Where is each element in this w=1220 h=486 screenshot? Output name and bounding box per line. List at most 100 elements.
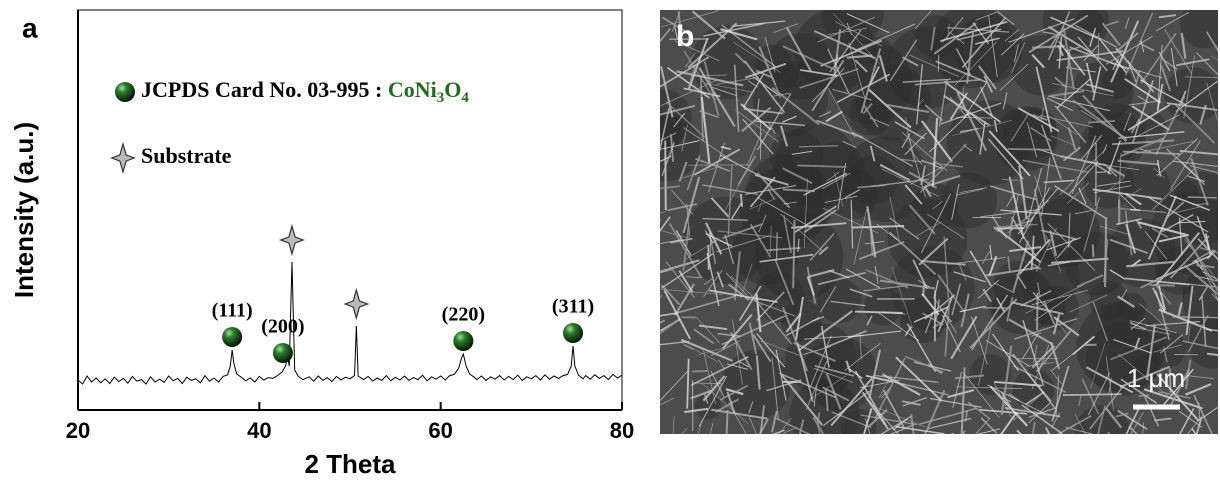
sem-fiber [1144,231,1168,260]
sem-fiber [1163,346,1168,363]
sem-fiber [1156,11,1190,32]
sem-fiber [916,64,923,125]
sem-fiber [816,119,864,139]
sem-fiber [962,430,966,434]
sem-fiber [1052,314,1061,335]
sem-fiber [954,374,985,380]
sem-fiber [1152,168,1195,210]
sem-fiber [878,375,892,399]
sem-fiber [758,418,769,434]
sem-fiber [1026,361,1055,367]
sem-fiber [703,276,715,286]
sem-fiber [779,125,789,147]
sem-fiber [1013,44,1019,63]
sem-fiber [1130,412,1144,434]
sem-fiber [660,259,700,273]
sem-shadow [772,62,799,89]
sem-fiber [854,23,916,51]
sem-fiber [1184,235,1218,292]
sem-fiber [700,96,711,164]
sem-fiber [904,355,944,373]
sem-fiber [1069,294,1108,313]
sem-fiber [989,185,1037,201]
sem-fiber [1152,344,1182,353]
sem-fiber [700,77,704,141]
sem-fiber [1154,283,1172,305]
sem-fiber [969,298,1018,349]
sem-fiber [928,112,970,153]
sem-fiber [1051,365,1070,422]
sem-fiber [1124,77,1162,104]
sem-fiber [869,404,927,428]
sem-fiber [675,229,692,256]
sem-fiber [726,391,736,414]
sem-fiber [988,130,1031,177]
sem-fiber [744,62,787,79]
sem-fiber [820,39,883,67]
sem-fiber [1187,175,1206,183]
sem-fiber [797,310,853,352]
sem-fiber [864,240,885,245]
sem-fiber [1099,225,1130,235]
sem-fiber [1169,140,1201,191]
sem-fiber [809,232,835,262]
sem-fiber [876,223,898,240]
sem-fiber [1139,42,1155,52]
sem-fiber [1191,427,1197,434]
sem-fiber [1192,249,1214,263]
legend-formula: 4 [461,90,469,106]
sem-fiber [830,300,866,307]
sem-fiber [793,341,836,363]
sem-fiber [1158,308,1213,332]
sem-fiber [1020,290,1052,307]
sem-fiber [1125,277,1190,286]
sem-fiber [1007,256,1011,272]
sem-fiber [1144,396,1160,427]
sem-fiber [803,209,837,234]
star-marker [343,287,370,321]
sem-fiber [759,405,765,434]
sem-fiber [1091,244,1095,257]
sem-fiber [969,250,992,287]
sem-fiber [799,68,859,89]
sem-fiber [766,379,802,392]
sem-fiber [884,103,930,113]
sem-fiber [1171,205,1204,214]
sem-fiber [701,383,749,424]
sem-fiber [811,67,845,103]
panel-label: a [22,12,38,43]
sem-fiber [860,48,882,114]
sem-fiber [748,322,758,355]
sem-fiber [1030,127,1052,142]
sem-fiber [993,282,1015,294]
sphere-marker [563,323,584,343]
sem-fiber [975,417,991,434]
sem-shadow [914,15,958,58]
sem-fiber [1131,105,1170,131]
sem-fiber [1083,196,1101,252]
sem-fiber [923,185,932,198]
sem-fiber [932,200,943,210]
legend-entry: JCPDS Card No. 03-995 : CoNi3O4 [141,77,469,106]
sem-fiber [757,197,813,229]
sem-fiber [999,63,1029,92]
sem-fiber [918,237,949,266]
sem-fiber [1074,413,1086,434]
sem-fiber [674,26,679,40]
sem-fiber [739,361,749,368]
sem-fiber [1087,372,1111,416]
sem-fiber [1156,137,1199,177]
sem-fiber [1006,296,1014,322]
sem-fiber [1164,29,1193,75]
sem-shadow [1012,368,1055,411]
sem-fiber [760,340,802,357]
sem-shadow [969,353,1011,396]
sem-fiber [1007,199,1049,234]
sem-fiber [956,28,1002,41]
sem-fiber [661,16,686,33]
sem-fiber [1048,95,1110,112]
panel-label: b [676,20,694,53]
sem-fiber [987,138,1024,180]
sem-fiber [894,121,925,140]
legend-formula: O [444,77,461,102]
